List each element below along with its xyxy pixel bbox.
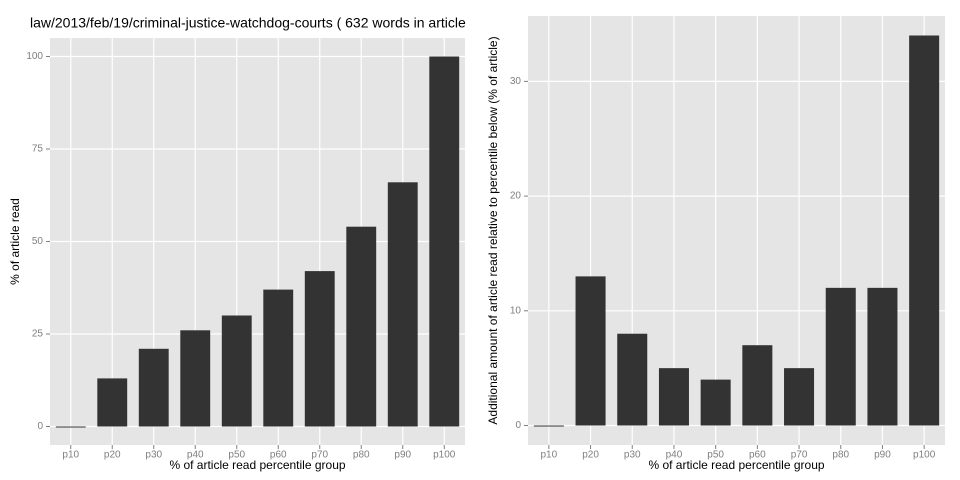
x-tick-label: p10	[541, 450, 558, 461]
y-axis-label: % of article read	[8, 198, 22, 285]
bar	[346, 226, 377, 427]
bar	[784, 368, 815, 426]
x-axis-label: % of article read percentile group	[648, 458, 824, 472]
bar	[658, 368, 689, 426]
bar	[221, 315, 252, 427]
y-tick-label: 0	[515, 420, 521, 431]
x-tick-label: p90	[394, 450, 411, 461]
y-tick-label: 0	[37, 421, 43, 432]
y-tick-label: 20	[510, 191, 522, 202]
x-tick-label: p50	[228, 450, 245, 461]
x-tick-label: p90	[874, 450, 891, 461]
bar	[742, 345, 773, 426]
bar	[387, 182, 418, 427]
bar	[97, 378, 128, 427]
bar	[533, 425, 564, 427]
bar	[825, 287, 856, 426]
x-tick-label: p60	[270, 450, 287, 461]
x-tick-label: p50	[707, 450, 724, 461]
y-tick-label: 100	[26, 51, 43, 62]
bar	[909, 35, 940, 426]
x-tick-label: p80	[353, 450, 370, 461]
bar	[55, 426, 86, 428]
bar	[263, 289, 294, 427]
y-tick-label: 25	[32, 329, 44, 340]
x-tick-label: p70	[311, 450, 328, 461]
y-axis-label: Additional amount of article read relati…	[486, 36, 500, 424]
x-tick-label: p100	[433, 450, 456, 461]
x-tick-label: p80	[832, 450, 849, 461]
chart-title: law/2013/feb/19/criminal-justice-watchdo…	[30, 15, 466, 31]
bar	[180, 330, 211, 427]
x-tick-label: p40	[666, 450, 683, 461]
bar	[138, 348, 169, 427]
y-tick-label: 75	[32, 144, 44, 155]
x-tick-label: p10	[62, 450, 79, 461]
x-tick-label: p30	[145, 450, 162, 461]
bar	[700, 379, 731, 426]
bar	[304, 271, 335, 427]
y-tick-label: 50	[32, 236, 44, 247]
bar	[575, 276, 606, 426]
x-tick-label: p100	[913, 450, 936, 461]
y-tick-label: 10	[510, 305, 522, 316]
bar	[867, 287, 898, 426]
x-tick-label: p20	[104, 450, 121, 461]
x-tick-label: p40	[187, 450, 204, 461]
x-tick-label: p30	[624, 450, 641, 461]
x-axis-label: % of article read percentile group	[169, 458, 345, 472]
y-tick-label: 30	[510, 76, 522, 87]
bar	[617, 333, 648, 426]
bar	[429, 56, 460, 427]
x-tick-label: p20	[582, 450, 599, 461]
x-tick-label: p60	[749, 450, 766, 461]
x-tick-label: p70	[791, 450, 808, 461]
